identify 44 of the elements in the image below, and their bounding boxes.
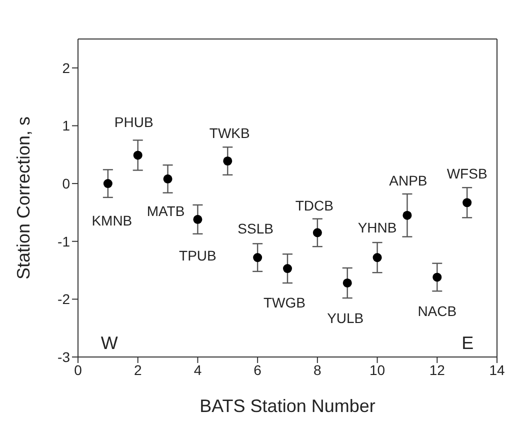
point bbox=[372, 253, 382, 262]
x-tick-label: 8 bbox=[314, 362, 322, 378]
annotation: TWKB bbox=[209, 124, 250, 141]
y-tick-label: -1 bbox=[58, 233, 70, 250]
y-axis-title: Station Correction, s bbox=[13, 116, 34, 280]
annotation: W bbox=[100, 333, 118, 354]
annotation: MATB bbox=[146, 202, 185, 219]
point bbox=[462, 198, 472, 208]
point bbox=[402, 210, 412, 220]
annotation: SSLB bbox=[238, 220, 274, 237]
point bbox=[223, 156, 232, 166]
x-tick-label: 0 bbox=[74, 362, 82, 378]
annotation: E bbox=[462, 333, 474, 354]
annotation: TDCB bbox=[295, 198, 334, 214]
annotation: YULB bbox=[327, 310, 364, 326]
point bbox=[253, 253, 262, 262]
annotation: TPUB bbox=[179, 247, 216, 264]
y-tick-label: -2 bbox=[58, 291, 70, 308]
y-tick-label: -3 bbox=[58, 348, 70, 365]
point bbox=[432, 272, 442, 282]
x-tick-label: 6 bbox=[254, 362, 262, 378]
x-tick-label: 12 bbox=[429, 362, 446, 378]
annotation: ANPB bbox=[389, 172, 428, 188]
annotation: NACB bbox=[418, 303, 457, 320]
y-tick-label: 0 bbox=[62, 176, 70, 192]
x-tick-label: 2 bbox=[134, 362, 142, 378]
x-tick-label: 14 bbox=[489, 362, 505, 378]
y-tick-label: 2 bbox=[62, 60, 70, 76]
x-tick-label: 4 bbox=[194, 362, 202, 378]
annotation: WFSB bbox=[446, 166, 488, 182]
annotation: YHNB bbox=[358, 220, 397, 236]
y-tick-label: 1 bbox=[62, 118, 70, 134]
point bbox=[103, 179, 112, 188]
point bbox=[312, 228, 322, 238]
annotation: KMNB bbox=[92, 212, 132, 229]
point bbox=[193, 214, 202, 224]
point bbox=[133, 150, 142, 160]
x-tick-label: 10 bbox=[369, 362, 386, 378]
point bbox=[282, 264, 292, 274]
annotation: TWGB bbox=[264, 294, 306, 311]
point bbox=[163, 174, 172, 184]
x-axis-title: BATS Station Number bbox=[200, 396, 376, 416]
point bbox=[342, 278, 352, 288]
annotation: PHUB bbox=[114, 114, 154, 130]
